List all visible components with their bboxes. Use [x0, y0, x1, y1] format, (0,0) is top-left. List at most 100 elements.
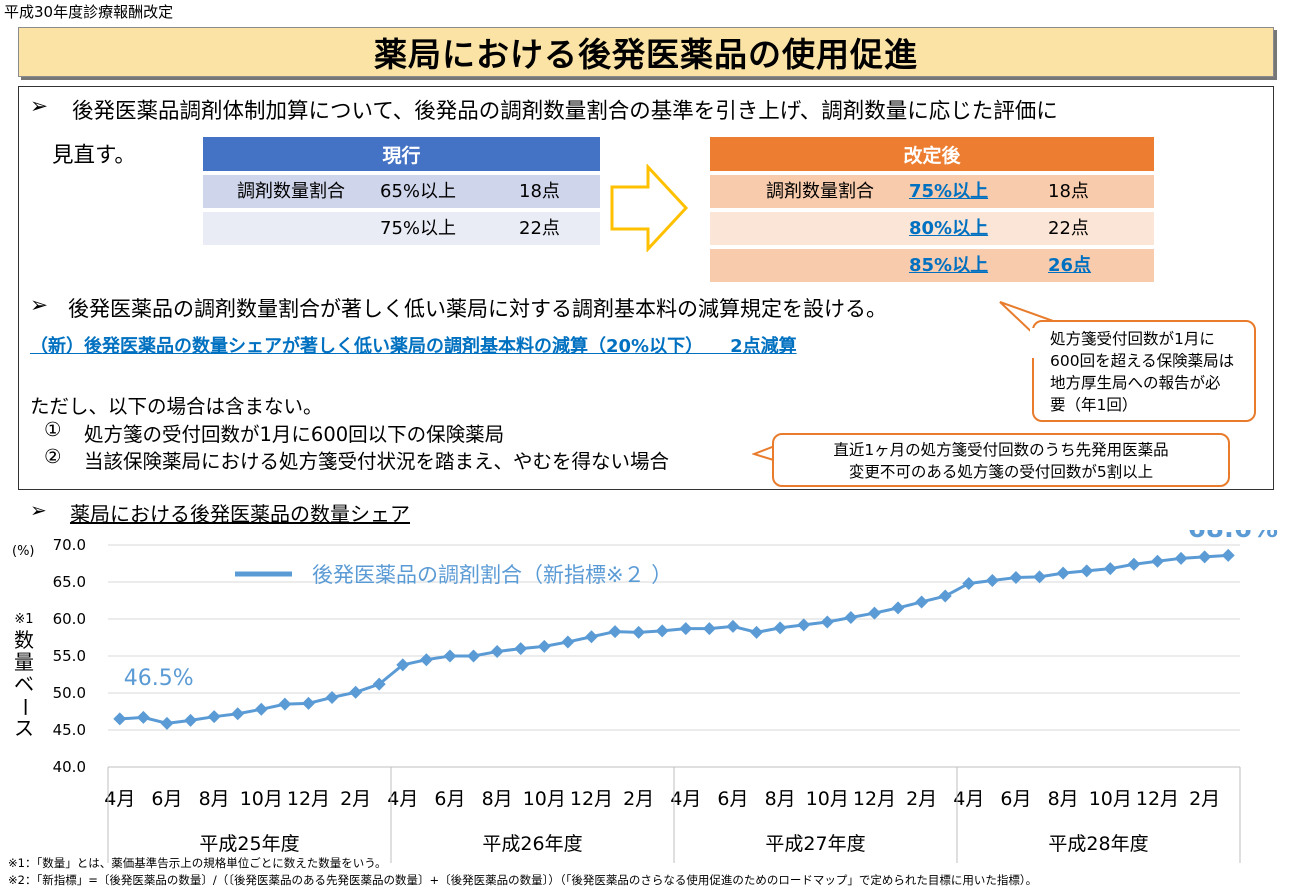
callout-line: 処方箋受付回数が1月に — [1050, 330, 1215, 348]
x-tick-label: 2月 — [1189, 788, 1220, 810]
data-point — [113, 712, 127, 726]
bullet1-text-line1: 後発医薬品調剤体制加算について、後発品の調剤数量割合の基準を引き上げ、調剤数量に… — [72, 99, 1058, 124]
exception-text: 処方箋の受付回数が1月に600回以下の保険薬局 — [84, 423, 505, 446]
x-tick-label: 10月 — [1089, 788, 1132, 810]
legend-label: 後発医薬品の調剤割合（新指標※２ ） — [312, 563, 672, 587]
callout-line: 変更不可のある処方箋の受付回数が5割以上 — [848, 463, 1154, 481]
callout-line: 600回を超える保険薬局は — [1050, 352, 1235, 370]
x-tick-label: 6月 — [151, 788, 182, 810]
y-tick-label: 60.0 — [53, 610, 86, 628]
data-point — [702, 622, 716, 636]
y-unit-label: (%) — [12, 544, 35, 559]
x-tick-label: 8月 — [1048, 788, 1079, 810]
data-point — [1198, 550, 1212, 564]
current-table-header: 現行 — [203, 137, 600, 171]
data-point — [254, 702, 268, 716]
data-point — [1009, 571, 1023, 585]
data-point — [278, 697, 292, 711]
bullet1-text-line2: 見直す。 — [52, 143, 136, 168]
data-label-first: 46.5% — [124, 666, 194, 691]
exception-num: ① — [44, 418, 62, 441]
data-point — [207, 710, 221, 724]
data-point — [160, 716, 174, 730]
exception-text: 当該保険薬局における処方箋受付状況を踏まえ、やむを得ない場合 — [84, 450, 670, 473]
transition-arrow-icon — [610, 164, 689, 252]
fiscal-year-label: 平成25年度 — [199, 833, 299, 855]
table-row: 80%以上 22点 — [710, 212, 1154, 245]
row-threshold: 75%以上 — [380, 218, 457, 239]
data-point — [938, 589, 952, 603]
data-point — [231, 707, 245, 721]
x-tick-label: 8月 — [199, 788, 230, 810]
data-point — [773, 621, 787, 635]
data-point — [1150, 554, 1164, 568]
x-tick-label: 12月 — [287, 788, 330, 810]
data-point — [561, 635, 575, 649]
callout-gap-patch — [1030, 328, 1036, 358]
x-tick-label: 12月 — [853, 788, 896, 810]
x-tick-label: 2月 — [623, 788, 654, 810]
footnote: ※2：「新指標」=〔後発医薬品の数量〕/（〔後発医薬品のある先発医薬品の数量〕+… — [8, 873, 1038, 887]
data-point — [1174, 551, 1188, 565]
data-point — [514, 642, 528, 656]
bullet-marker: ➢ — [30, 293, 49, 318]
footnote: ※1：「数量」とは、薬価基準告示上の規格単位ごとに数えた数量をいう。 — [8, 856, 387, 870]
x-tick-label: 6月 — [717, 788, 748, 810]
x-tick-label: 10月 — [806, 788, 849, 810]
content-box — [18, 86, 1274, 490]
data-label-last: 68.6% — [1188, 530, 1278, 544]
data-point — [962, 576, 976, 590]
data-point — [891, 601, 905, 615]
bullet-marker: ➢ — [30, 498, 47, 522]
row-label: 調剤数量割合 — [766, 181, 874, 202]
data-point — [584, 630, 598, 644]
row-label: 調剤数量割合 — [237, 181, 345, 202]
x-tick-label: 2月 — [906, 788, 937, 810]
data-point — [136, 710, 150, 724]
data-point — [1127, 557, 1141, 571]
current-table: 現行 調剤数量割合 65%以上 18点 75%以上 22点 — [203, 137, 600, 245]
data-point — [372, 677, 386, 691]
data-point — [349, 685, 363, 699]
bullet-marker: ➢ — [30, 94, 49, 119]
row-points: 26点 — [1048, 255, 1092, 276]
exception-num: ② — [44, 445, 62, 468]
x-tick-label: 8月 — [765, 788, 796, 810]
x-tick-label: 8月 — [482, 788, 513, 810]
x-tick-label: 4月 — [670, 788, 701, 810]
y-label-char: ベ — [14, 672, 34, 696]
data-point — [1056, 566, 1070, 580]
y-tick-label: 45.0 — [53, 721, 86, 739]
callout-line: 直近1ヶ月の処方箋受付回数のうち先発用医薬品 — [833, 441, 1169, 459]
revised-table: 改定後 調剤数量割合 75%以上 18点 80%以上 22点 85%以上 26点 — [710, 137, 1154, 282]
exceptions-intro: ただし、以下の場合は含まない。 — [30, 395, 323, 418]
y-label-char: 量 — [14, 650, 34, 674]
data-point — [184, 713, 198, 727]
y-tick-label: 55.0 — [53, 647, 86, 665]
row-threshold: 65%以上 — [380, 181, 457, 202]
data-point — [1103, 562, 1117, 576]
y-tick-label: 40.0 — [53, 758, 86, 776]
y-tick-label: 65.0 — [53, 573, 86, 591]
fiscal-year-label: 平成28年度 — [1048, 833, 1148, 855]
row-points: 22点 — [1048, 218, 1089, 239]
fiscal-year-label: 平成26年度 — [482, 833, 582, 855]
y-label-char: 数 — [14, 628, 34, 652]
header-label: 平成30年度診療報酬改定 — [4, 3, 174, 21]
reporting-callout: 処方箋受付回数が1月に 600回を超える保険薬局は 地方厚生局への報告が必 要（… — [1032, 320, 1256, 422]
x-tick-label: 10月 — [523, 788, 566, 810]
y-tick-label: 70.0 — [53, 536, 86, 554]
callout-line: 要（年1回） — [1050, 396, 1138, 414]
row-points: 18点 — [519, 181, 560, 202]
x-tick-label: 4月 — [387, 788, 418, 810]
callout-line: 地方厚生局への報告が必 — [1050, 374, 1221, 392]
data-point — [679, 622, 693, 636]
row-points: 18点 — [1048, 181, 1089, 202]
data-point — [915, 595, 929, 609]
chart-heading: 薬局における後発医薬品の数量シェア — [70, 502, 410, 526]
bullet2-text: 後発医薬品の調剤数量割合が著しく低い薬局に対する調剤基本料の減算規定を設ける。 — [68, 297, 887, 321]
data-point — [608, 625, 622, 639]
x-tick-label: 6月 — [1000, 788, 1031, 810]
data-point — [632, 625, 646, 639]
data-point — [537, 639, 551, 653]
